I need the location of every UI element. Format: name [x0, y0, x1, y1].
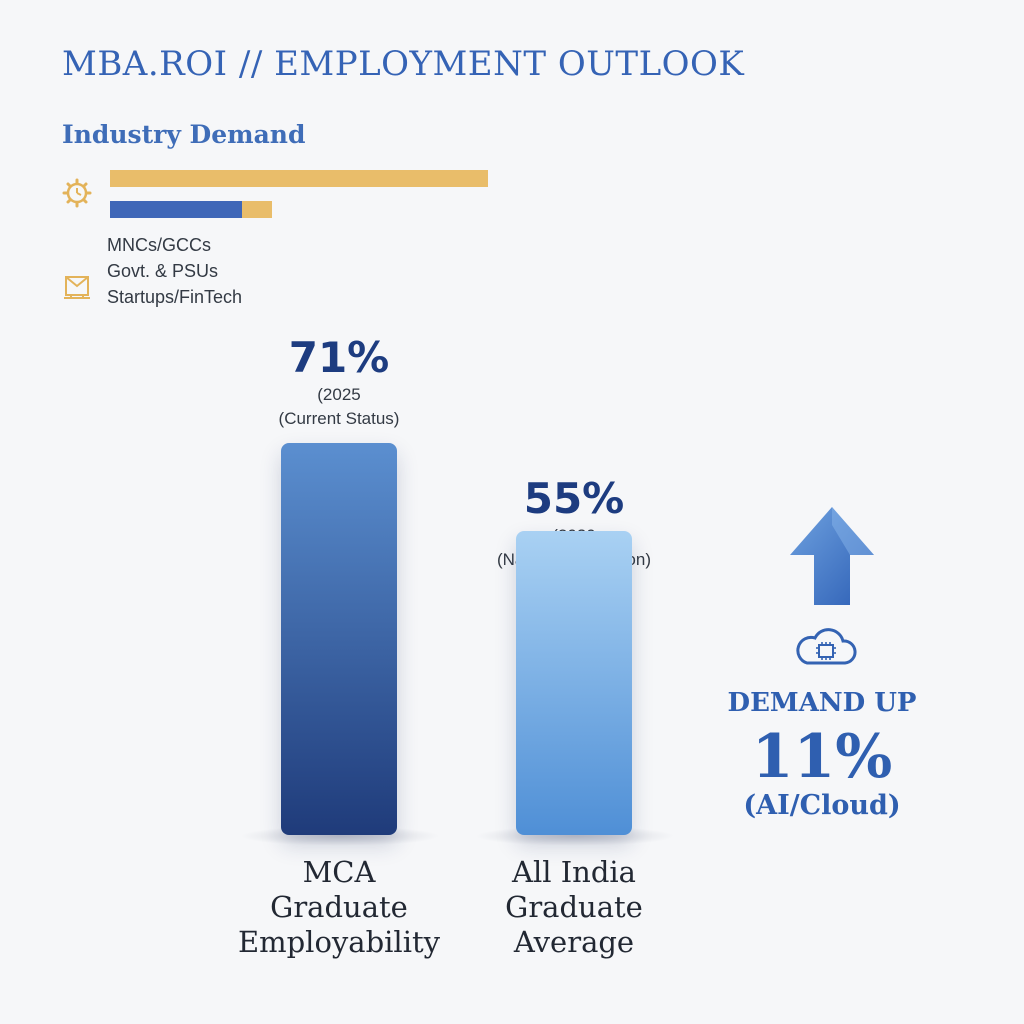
bar-2-value-label: 55%: [523, 474, 625, 523]
demand-up-note: (AI/Cloud): [743, 790, 901, 821]
demand-up-value: 11%: [751, 722, 893, 792]
bar-mca-graduate-employability: [281, 443, 397, 835]
bar-1-label-line2: Graduate: [270, 890, 408, 924]
sector-govt: Govt. & PSUs: [107, 261, 219, 281]
gear-clock-icon: [62, 178, 92, 213]
arrow-up-icon: [788, 505, 876, 614]
sector-startups: Startups/FinTech: [107, 287, 243, 307]
industry-sector-list: MNCs/GCCs Govt. & PSUs Startups/FinTech: [107, 232, 242, 310]
bar-2-label-line3: Average: [513, 925, 635, 959]
sector-mncs: MNCs/GCCs: [107, 235, 211, 255]
bar-1-label-line1: MCA: [302, 855, 376, 889]
industry-bar-2-segment-2: [242, 201, 272, 218]
bar-1-note-status: (Current Status): [278, 409, 400, 428]
industry-bar-1-segment-1: [110, 170, 488, 187]
bar-1-note: (2025 (Current Status): [219, 383, 459, 431]
bar-all-india-graduate-average: [516, 531, 632, 835]
industry-demand-heading: Industry Demand: [62, 120, 306, 149]
industry-bar-2-segment-1: [110, 201, 242, 218]
bar-1-label-line3: Employability: [237, 925, 441, 959]
bar-2-label-line2: Graduate: [505, 890, 643, 924]
bar-2-label-line1: All India: [512, 855, 636, 889]
bar-1-category-label: MCA Graduate Employability: [209, 855, 469, 960]
demand-up-title: DEMAND UP: [727, 688, 917, 718]
bar-2-category-label: All India Graduate Average: [444, 855, 704, 960]
bar-1-note-year: (2025: [317, 385, 361, 404]
building-mail-icon: [62, 270, 92, 305]
cloud-chip-icon: [793, 625, 859, 678]
page-title: MBA.ROI // EMPLOYMENT OUTLOOK: [62, 44, 745, 84]
bar-1-value-label: 71%: [288, 333, 390, 382]
